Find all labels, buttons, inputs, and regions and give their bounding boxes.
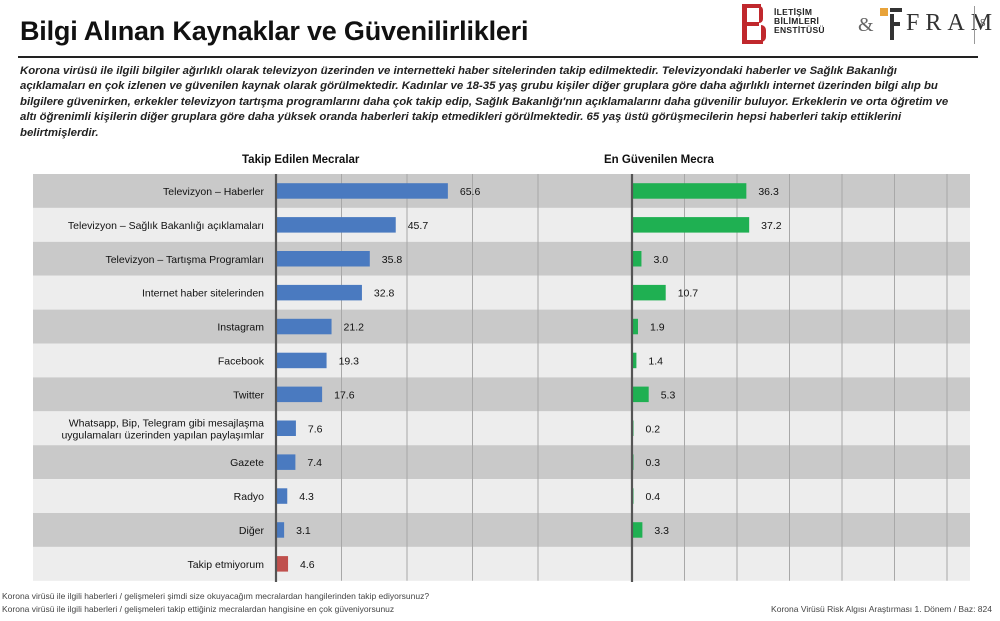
panel-title-followed: Takip Edilen Mecralar bbox=[242, 154, 360, 166]
category-label: Diğer bbox=[239, 525, 265, 537]
value-label: 32.8 bbox=[374, 288, 395, 300]
value-label: 4.3 bbox=[299, 491, 314, 503]
value-label: 3.0 bbox=[653, 254, 668, 266]
ampersand: & bbox=[858, 14, 874, 36]
bar bbox=[276, 251, 370, 267]
category-label: Televizyon – Sağlık Bakanlığı açıklamala… bbox=[68, 220, 264, 232]
category-label: Instagram bbox=[217, 322, 264, 334]
value-label: 7.6 bbox=[308, 423, 323, 435]
bar bbox=[632, 318, 638, 335]
institute-logo-text: İLETİŞİM BİLİMLERİ ENSTİTÜSÜ bbox=[774, 7, 825, 35]
value-label: 36.3 bbox=[758, 186, 779, 198]
value-label: 5.3 bbox=[661, 389, 676, 401]
value-label: 0.4 bbox=[646, 491, 661, 503]
footnote-question-1: Korona virüsü ile ilgili haberleri / gel… bbox=[2, 591, 430, 601]
bar bbox=[632, 352, 637, 369]
category-label: uygulamaları üzerinden yapılan paylaşıml… bbox=[61, 429, 264, 441]
value-label: 10.7 bbox=[678, 288, 699, 300]
bar bbox=[276, 386, 323, 403]
bar bbox=[276, 284, 362, 301]
category-label: Gazete bbox=[230, 457, 264, 469]
value-label: 7.4 bbox=[307, 457, 322, 469]
page-title: Bilgi Alınan Kaynaklar ve Güvenilirlikle… bbox=[20, 16, 529, 46]
bar bbox=[276, 488, 288, 504]
bar bbox=[276, 318, 332, 335]
bar bbox=[632, 251, 642, 267]
title-rule bbox=[18, 56, 978, 58]
footnote-question-2: Korona virüsü ile ilgili haberleri / gel… bbox=[2, 604, 395, 614]
bar bbox=[276, 420, 296, 436]
value-label: 0.2 bbox=[646, 423, 661, 435]
intro-text: Korona virüsü ile ilgili bilgiler ağırlı… bbox=[20, 65, 949, 139]
row-band bbox=[33, 377, 970, 412]
row-band bbox=[33, 343, 970, 378]
bar bbox=[276, 454, 296, 470]
panel-title-trusted: En Güvenilen Mecra bbox=[604, 154, 714, 166]
category-label: Facebook bbox=[218, 355, 265, 367]
row-band bbox=[33, 174, 970, 208]
page-number: 8 bbox=[980, 18, 986, 29]
bar bbox=[632, 386, 649, 403]
value-label: 35.8 bbox=[382, 254, 403, 266]
fram-logo-text: FRAM bbox=[906, 10, 999, 36]
category-label: Televizyon – Haberler bbox=[163, 186, 264, 198]
media-chart: Televizyon – Haberler Televizyon – Sağlık… bbox=[33, 174, 970, 582]
category-label: Whatsapp, Bip, Telegram gibi mesajlaşma bbox=[69, 417, 264, 429]
row-band bbox=[33, 479, 970, 513]
source-note: Korona Virüsü Risk Algısı Araştırması 1.… bbox=[771, 604, 992, 614]
category-label: Takip etmiyorum bbox=[188, 559, 265, 571]
value-label: 1.9 bbox=[650, 322, 665, 334]
value-label: 45.7 bbox=[408, 220, 429, 232]
bar bbox=[632, 217, 750, 233]
category-label: Twitter bbox=[233, 389, 264, 401]
logo-area: İLETİŞİM BİLİMLERİ ENSTİTÜSÜ & FRAM 8 bbox=[722, 4, 992, 48]
value-label: 21.2 bbox=[344, 322, 365, 334]
category-label: Radyo bbox=[234, 491, 265, 503]
bar bbox=[276, 183, 448, 199]
fram-logo-mark bbox=[880, 8, 902, 40]
value-label: 37.2 bbox=[761, 220, 782, 232]
value-label: 4.6 bbox=[300, 559, 315, 571]
row-band bbox=[33, 445, 970, 480]
row-band bbox=[33, 411, 970, 446]
category-label: Televizyon – Tartışma Programları bbox=[105, 254, 264, 266]
bar bbox=[632, 284, 666, 301]
value-label: 17.6 bbox=[334, 389, 355, 401]
value-label: 3.1 bbox=[296, 525, 311, 537]
bar bbox=[632, 183, 747, 199]
logo-divider bbox=[974, 6, 975, 44]
bar bbox=[276, 556, 289, 572]
row-band bbox=[33, 513, 970, 547]
row-band bbox=[33, 546, 970, 581]
value-label: 19.3 bbox=[339, 355, 360, 367]
row-band bbox=[33, 241, 970, 276]
bar bbox=[276, 217, 396, 233]
institute-logo-mark bbox=[742, 4, 768, 44]
category-label: Internet haber sitelerinden bbox=[142, 288, 264, 300]
bar bbox=[632, 522, 643, 538]
value-label: 65.6 bbox=[460, 186, 481, 198]
value-label: 1.4 bbox=[648, 355, 663, 367]
value-label: 0.3 bbox=[646, 457, 661, 469]
row-band bbox=[33, 275, 970, 310]
bar bbox=[276, 352, 327, 369]
row-band bbox=[33, 207, 970, 242]
value-label: 3.3 bbox=[654, 525, 669, 537]
bar bbox=[276, 522, 285, 538]
row-band bbox=[33, 309, 970, 344]
